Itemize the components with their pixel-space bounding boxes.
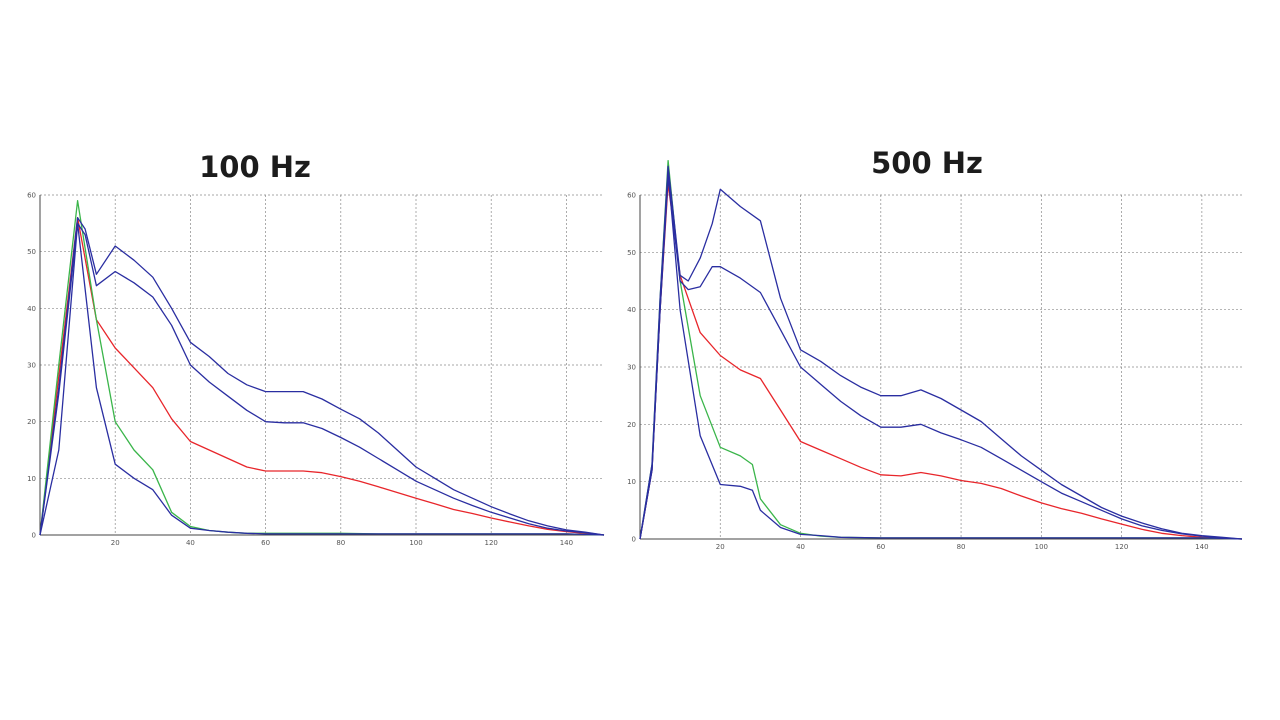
chart-500hz-series-line-3 — [639, 177, 1243, 540]
chart-500hz-y-tick-label-5: 50 — [627, 249, 636, 257]
chart-100hz-y-tick-label-2: 20 — [27, 418, 36, 426]
chart-100hz-x-tick-label-1: 40 — [186, 539, 195, 547]
chart-500hz-x-tick-label-0: 20 — [716, 543, 725, 551]
chart-500hz-x-tick-label-1: 40 — [796, 543, 805, 551]
chart-100hz-y-tick-label-5: 50 — [27, 248, 36, 256]
chart-100hz-y-tick-label-1: 10 — [27, 475, 36, 483]
chart-500hz-y-tick-label-6: 60 — [627, 192, 636, 200]
chart-100hz-y-tick-label-6: 60 — [27, 192, 36, 200]
chart-500hz-x-tick-label-3: 80 — [957, 543, 966, 551]
chart-title-100hz: 100 Hz — [199, 150, 311, 184]
chart-500hz-x-tick-label-5: 120 — [1115, 543, 1128, 551]
chart-500hz-y-tick-label-1: 10 — [627, 478, 636, 486]
chart-100hz-x-tick-label-2: 60 — [261, 539, 270, 547]
chart-100hz-series-line-3 — [39, 222, 605, 536]
chart-500hz-y-tick-label-3: 30 — [627, 364, 636, 372]
chart-500hz-series-line-4 — [639, 165, 1243, 540]
chart-100hz-x-tick-label-0: 20 — [111, 539, 120, 547]
chart-500hz-x-tick-label-6: 140 — [1195, 543, 1208, 551]
chart-100hz-series-line-4 — [39, 217, 605, 536]
chart-500hz-y-tick-label-2: 20 — [627, 421, 636, 429]
chart-500hz-y-tick-label-4: 40 — [627, 306, 636, 314]
chart-100hz-y-tick-label-4: 40 — [27, 305, 36, 313]
chart-100hz-x-tick-label-4: 100 — [409, 539, 422, 547]
chart-500hz-series-line-0 — [639, 182, 1243, 540]
chart-100hz-y-tick-label-0: 0 — [32, 532, 36, 540]
chart-500hz-x-tick-label-4: 100 — [1035, 543, 1048, 551]
chart-500hz-series-line-2 — [639, 171, 1243, 540]
chart-100hz-x-tick-label-3: 80 — [336, 539, 345, 547]
chart-100hz-series-line-0 — [39, 217, 605, 536]
chart-100hz-y-tick-label-3: 30 — [27, 362, 36, 370]
chart-500hz-series-line-1 — [639, 159, 1243, 540]
chart-title-500hz: 500 Hz — [871, 146, 983, 180]
chart-500hz-x-tick-label-2: 60 — [876, 543, 885, 551]
chart-100hz-x-tick-label-5: 120 — [485, 539, 498, 547]
chart-500hz-y-tick-label-0: 0 — [632, 536, 636, 544]
chart-100hz-series-line-2 — [39, 222, 605, 536]
chart-100hz-x-tick-label-6: 140 — [560, 539, 573, 547]
